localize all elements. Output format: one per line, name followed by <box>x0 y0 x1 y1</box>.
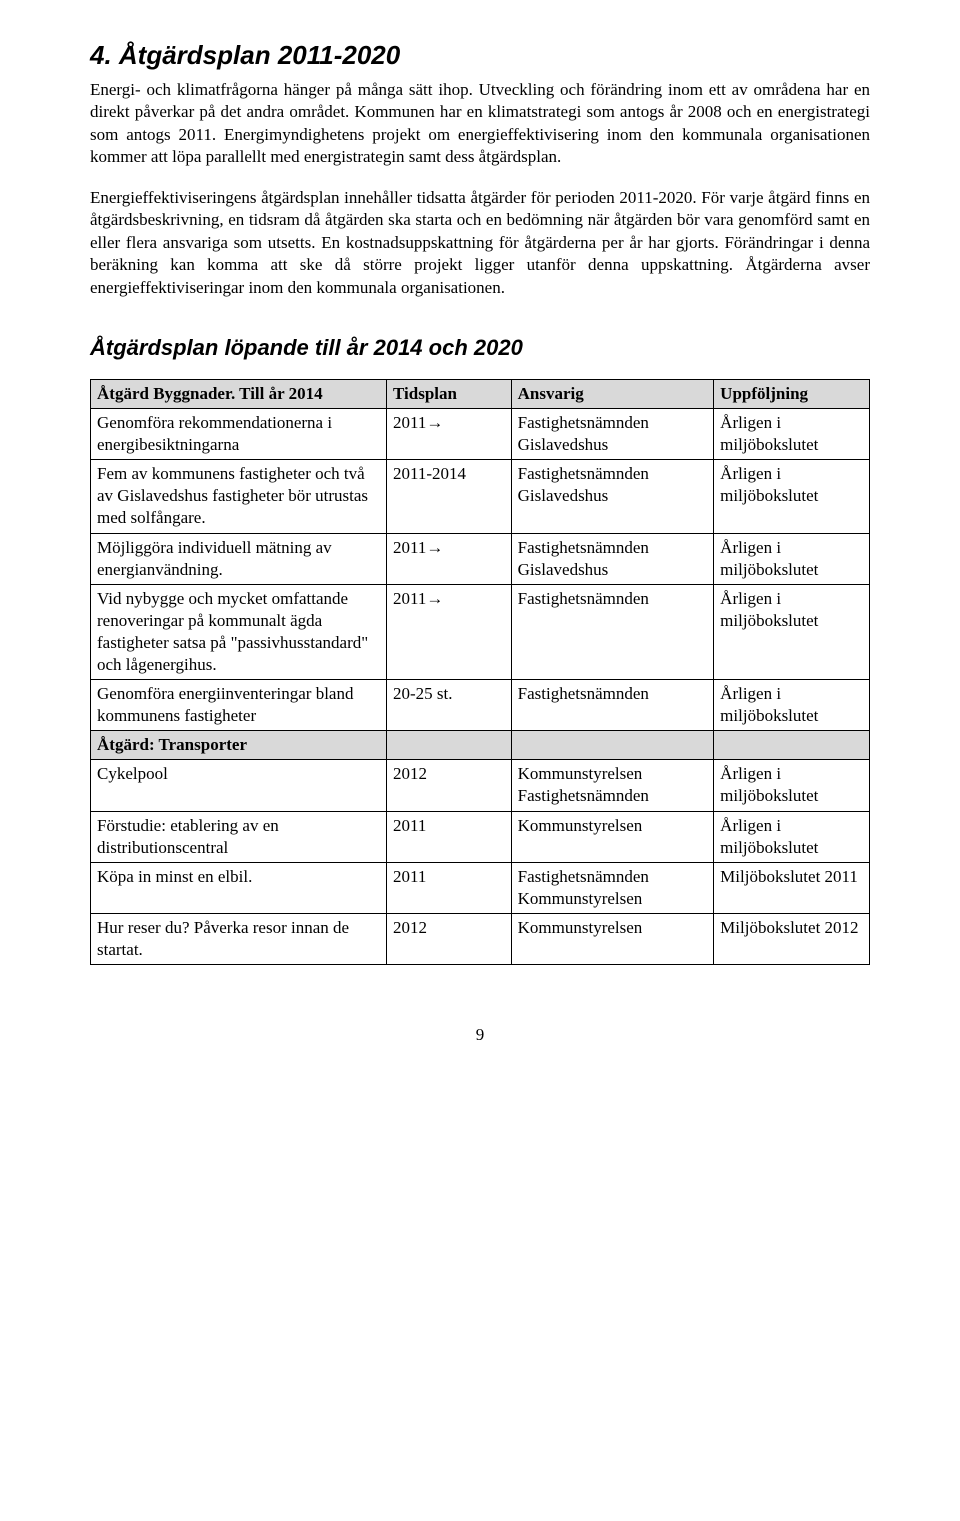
table-row: Fem av kommunens fastigheter och två av … <box>91 460 870 533</box>
table-section-row: Åtgärd: Transporter <box>91 731 870 760</box>
table-cell: 2011→ <box>387 584 512 679</box>
table-cell <box>714 731 870 760</box>
table-row: Vid nybygge och mycket omfattande renove… <box>91 584 870 679</box>
table-row: Genomföra rekommendationerna i energibes… <box>91 409 870 460</box>
table-header: Ansvarig <box>511 379 714 408</box>
table-cell: Genomföra energiinventeringar bland komm… <box>91 680 387 731</box>
document-page: 4. Åtgärdsplan 2011-2020 Energi- och kli… <box>0 0 960 1105</box>
table-cell: 2011-2014 <box>387 460 512 533</box>
table-row: Möjliggöra individuell mätning av energi… <box>91 533 870 584</box>
table-row: Hur reser du? Påverka resor innan de sta… <box>91 913 870 964</box>
table-cell: Miljöbokslutet 2012 <box>714 913 870 964</box>
table-cell: 2011→ <box>387 409 512 460</box>
table-cell: Åtgärd: Transporter <box>91 731 387 760</box>
table-header: Tidsplan <box>387 379 512 408</box>
paragraph-2: Energieffektiviseringens åtgärdsplan inn… <box>90 187 870 299</box>
table-cell: Fastighetsnämnden <box>511 584 714 679</box>
table-cell: 2011→ <box>387 533 512 584</box>
table-cell <box>511 731 714 760</box>
table-cell: 2012 <box>387 913 512 964</box>
table-cell: 20-25 st. <box>387 680 512 731</box>
table-cell: Fastighetsnämnden Gislavedshus <box>511 409 714 460</box>
table-cell: Fastighetsnämnden <box>511 680 714 731</box>
table-cell: Vid nybygge och mycket omfattande renove… <box>91 584 387 679</box>
table-row: Förstudie: etablering av en distribution… <box>91 811 870 862</box>
table-cell: Årligen i miljöbokslutet <box>714 460 870 533</box>
table-cell: 2011 <box>387 811 512 862</box>
table-cell: Möjliggöra individuell mätning av energi… <box>91 533 387 584</box>
table-row: Cykelpool2012Kommunstyrelsen Fastighetsn… <box>91 760 870 811</box>
table-cell: Kommunstyrelsen <box>511 811 714 862</box>
table-cell: Hur reser du? Påverka resor innan de sta… <box>91 913 387 964</box>
table-cell: 2012 <box>387 760 512 811</box>
table-cell: Fastighetsnämnden Gislavedshus <box>511 533 714 584</box>
page-number: 9 <box>90 1025 870 1045</box>
paragraph-1: Energi- och klimatfrågorna hänger på mån… <box>90 79 870 169</box>
main-heading: 4. Åtgärdsplan 2011-2020 <box>90 40 870 71</box>
table-cell: Årligen i miljöbokslutet <box>714 533 870 584</box>
table-cell: Fastighetsnämnden Gislavedshus <box>511 460 714 533</box>
table-row: Köpa in minst en elbil.2011Fastighetsnäm… <box>91 862 870 913</box>
table-cell: Fem av kommunens fastigheter och två av … <box>91 460 387 533</box>
table-cell: Kommunstyrelsen <box>511 913 714 964</box>
table-cell: Årligen i miljöbokslutet <box>714 760 870 811</box>
table-cell: Miljöbokslutet 2011 <box>714 862 870 913</box>
table-cell: Årligen i miljöbokslutet <box>714 584 870 679</box>
table-cell: Årligen i miljöbokslutet <box>714 680 870 731</box>
sub-heading: Åtgärdsplan löpande till år 2014 och 202… <box>90 335 870 361</box>
table-cell: Fastighetsnämnden Kommunstyrelsen <box>511 862 714 913</box>
table-cell <box>387 731 512 760</box>
table-cell: Förstudie: etablering av en distribution… <box>91 811 387 862</box>
table-cell: Cykelpool <box>91 760 387 811</box>
action-plan-table: Åtgärd Byggnader. Till år 2014 Tidsplan … <box>90 379 870 965</box>
table-header-row: Åtgärd Byggnader. Till år 2014 Tidsplan … <box>91 379 870 408</box>
table-row: Genomföra energiinventeringar bland komm… <box>91 680 870 731</box>
table-cell: Årligen i miljöbokslutet <box>714 811 870 862</box>
table-cell: Årligen i miljöbokslutet <box>714 409 870 460</box>
table-header: Åtgärd Byggnader. Till år 2014 <box>91 379 387 408</box>
table-header: Uppföljning <box>714 379 870 408</box>
table-cell: Kommunstyrelsen Fastighetsnämnden <box>511 760 714 811</box>
table-cell: Köpa in minst en elbil. <box>91 862 387 913</box>
table-cell: 2011 <box>387 862 512 913</box>
table-cell: Genomföra rekommendationerna i energibes… <box>91 409 387 460</box>
